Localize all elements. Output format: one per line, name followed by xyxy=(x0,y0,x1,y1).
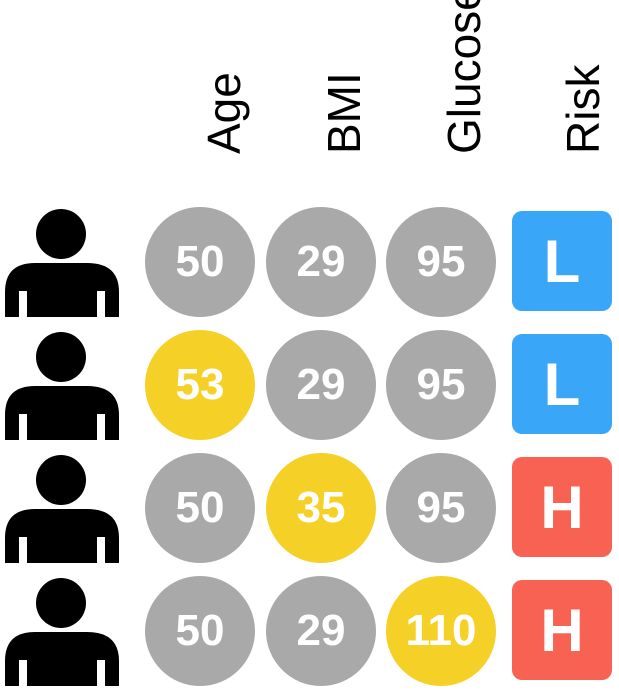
bmi-value: 35 xyxy=(266,453,376,563)
bmi-value: 29 xyxy=(266,330,376,440)
age-value: 50 xyxy=(145,207,255,317)
patient-row: 50 29 95 L xyxy=(0,207,619,317)
bmi-value: 29 xyxy=(266,576,376,686)
patient-row: 53 29 95 L xyxy=(0,330,619,440)
glucose-value: 95 xyxy=(386,453,496,563)
glucose-value: 95 xyxy=(386,330,496,440)
risk-badge: L xyxy=(512,334,612,434)
person-icon xyxy=(5,330,121,440)
glucose-value: 110 xyxy=(386,576,496,686)
risk-badge: H xyxy=(512,580,612,680)
risk-badge: L xyxy=(512,211,612,311)
patient-row: 50 35 95 H xyxy=(0,453,619,563)
risk-header-label: Risk xyxy=(557,64,609,154)
person-icon xyxy=(5,576,121,686)
glucose-value: 95 xyxy=(386,207,496,317)
person-icon xyxy=(5,453,121,563)
glucose-header-label: Glucose xyxy=(438,0,490,154)
bmi-value: 29 xyxy=(266,207,376,317)
age-value: 50 xyxy=(145,576,255,686)
patient-row: 50 29 110 H xyxy=(0,576,619,686)
age-value: 53 xyxy=(145,330,255,440)
age-header-label: Age xyxy=(198,72,250,154)
bmi-header-label: BMI xyxy=(318,72,370,154)
risk-badge: H xyxy=(512,457,612,557)
column-header-risk: Risk xyxy=(520,0,609,200)
column-header-age: Age xyxy=(161,0,250,200)
person-icon xyxy=(5,207,121,317)
column-header-glucose: Glucose xyxy=(401,0,490,200)
column-header-bmi: BMI xyxy=(281,0,370,200)
age-value: 50 xyxy=(145,453,255,563)
